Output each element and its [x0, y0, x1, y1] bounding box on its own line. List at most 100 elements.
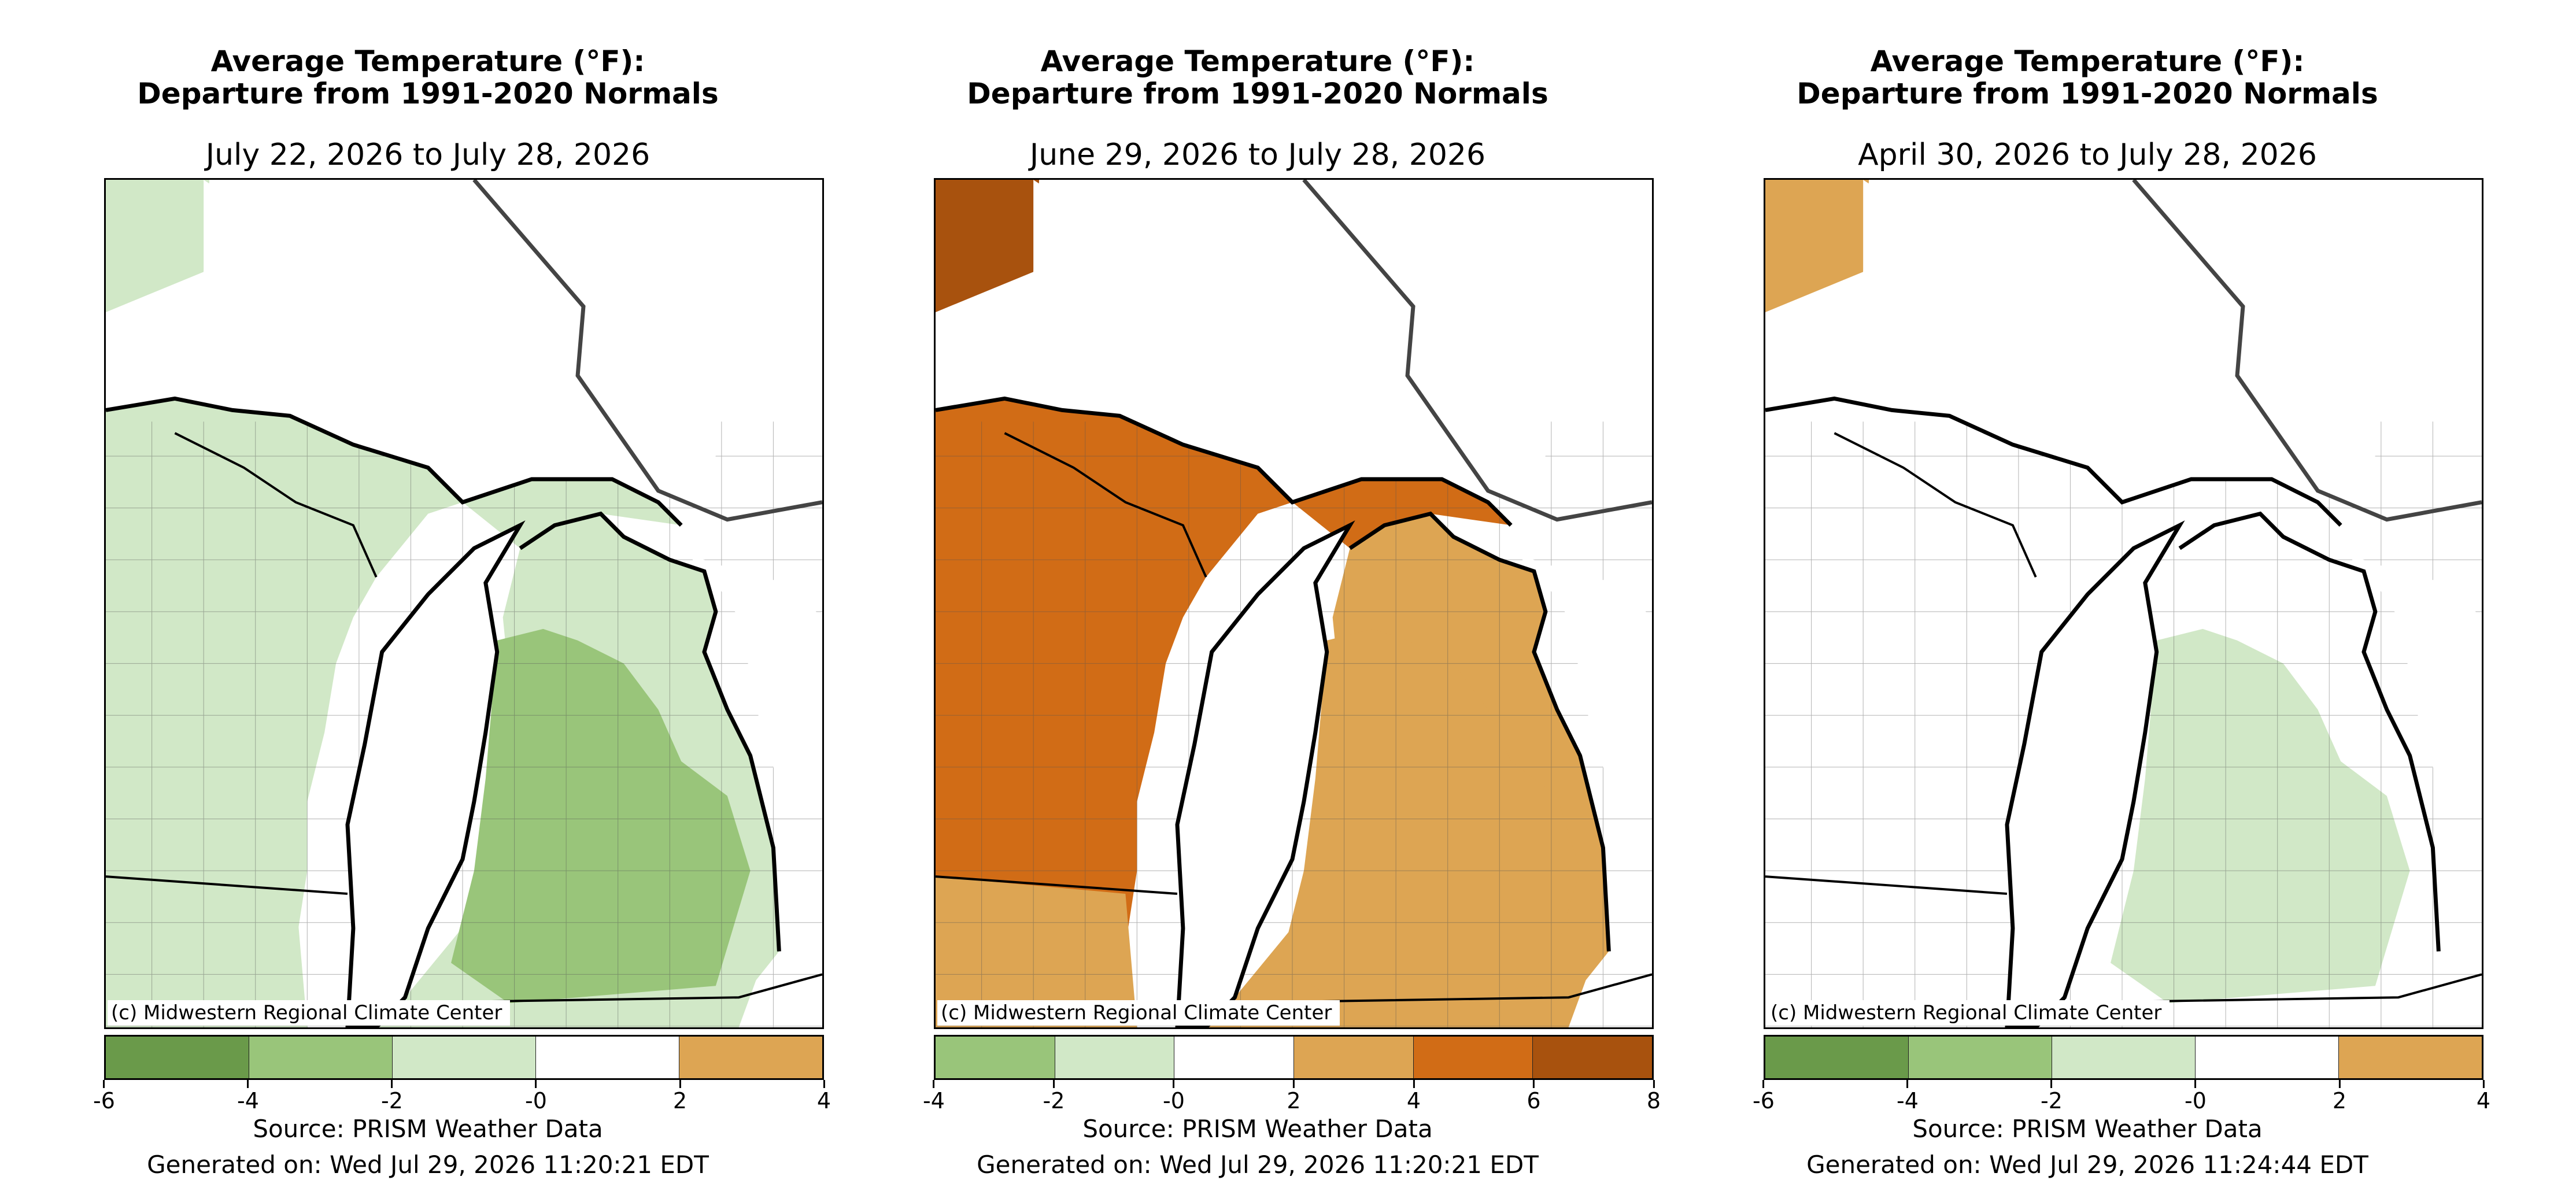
colorbar-segment: [249, 1037, 393, 1078]
map-panel-3: Average Temperature (°F): Departure from…: [1660, 0, 2515, 1195]
colorbar-tick: -2: [1043, 1080, 1065, 1113]
map-panel-2: Average Temperature (°F): Departure from…: [830, 0, 1686, 1195]
colorbar-tick: -6: [93, 1080, 115, 1113]
colorbar-segment: [936, 1037, 1055, 1078]
canada-border: [1302, 180, 1652, 522]
region-lower-michigan-core: [451, 628, 751, 1004]
map-canvas: [106, 180, 822, 1027]
colorbar-ticks: -6 -4 -2 -0 2 4: [93, 1080, 831, 1115]
date-range: July 22, 2026 to July 28, 2026: [205, 138, 651, 172]
panel-title-line1: Average Temperature (°F):: [210, 45, 645, 78]
colorbar-segment: [2052, 1037, 2196, 1078]
region-wisconsin-western-up: [106, 398, 463, 946]
lake-huron: [1517, 554, 1652, 802]
date-range: April 30, 2026 to July 28, 2026: [1858, 138, 2317, 172]
colorbar-tick-label: -0: [2185, 1088, 2207, 1113]
colorbar-tick: 4: [2477, 1080, 2490, 1113]
colorbar-ticks: -4 -2 -0 2 4 6 8: [923, 1080, 1661, 1115]
source-text: Source: PRISM Weather Data: [1082, 1115, 1433, 1143]
colorbar-ticks: -6 -4 -2 -0 2 4: [1753, 1080, 2490, 1115]
region-northwest: [936, 180, 1040, 313]
colorbar-tick-label: 2: [2332, 1088, 2347, 1113]
colorbar-segment: [536, 1037, 679, 1078]
lake-huron: [2346, 554, 2482, 802]
colorbar-tick: 4: [817, 1080, 831, 1113]
colorbar-tick: 4: [1407, 1080, 1421, 1113]
panel-title-line2: Departure from 1991-2020 Normals: [1797, 77, 2378, 110]
colorbar-tick: -6: [1753, 1080, 1775, 1113]
colorbar-tick-label: 8: [1646, 1088, 1661, 1113]
panel-title-line1: Average Temperature (°F):: [1040, 45, 1475, 78]
colorbar-tick: 2: [1287, 1080, 1301, 1113]
colorbar-tick: 6: [1527, 1080, 1541, 1113]
map-canvas: [936, 180, 1652, 1027]
colorbar-tick: 8: [1647, 1080, 1661, 1113]
colorbar-tick: 2: [673, 1080, 687, 1113]
map-credit: (c) Midwestern Regional Climate Center: [1767, 1000, 2170, 1026]
panel-title-line2: Departure from 1991-2020 Normals: [967, 77, 1548, 110]
colorbar: [934, 1035, 1654, 1080]
map-canvas: [1765, 180, 2482, 1027]
lake-michigan: [1175, 520, 1355, 1027]
shoreline: [106, 396, 781, 952]
state-border: [106, 875, 348, 895]
colorbar-tick-label: -4: [237, 1088, 259, 1113]
colorbar-segment: [1765, 1037, 1909, 1078]
shoreline: [1765, 396, 2441, 952]
colorbar-segment: [1533, 1037, 1653, 1078]
colorbar-tick: -2: [381, 1080, 403, 1113]
colorbar-segment: [2339, 1037, 2482, 1078]
colorbar-tick-label: 2: [672, 1088, 688, 1113]
colorbar-tick-label: 4: [816, 1088, 831, 1113]
canada-border: [2132, 180, 2482, 522]
generated-text: Generated on: Wed Jul 29, 2026 11:20:21 …: [977, 1150, 1539, 1179]
colorbar-tick-label: 6: [1527, 1088, 1541, 1113]
panel-title-line2: Departure from 1991-2020 Normals: [137, 77, 719, 110]
colorbar-tick: -2: [2041, 1080, 2063, 1113]
colorbar-segment: [1055, 1037, 1175, 1078]
colorbar-tick-label: -0: [1163, 1088, 1185, 1113]
state-border: [936, 875, 1178, 895]
colorbar-tick-label: 2: [1287, 1088, 1301, 1113]
map-credit: (c) Midwestern Regional Climate Center: [108, 1000, 511, 1026]
colorbar-segment: [1413, 1037, 1533, 1078]
generated-text: Generated on: Wed Jul 29, 2026 11:24:44 …: [1806, 1150, 2368, 1179]
state-border: [1834, 432, 2037, 578]
region-wisconsin-western-up: [936, 398, 1293, 946]
region-northwest: [106, 180, 210, 313]
colorbar-tick-label: -2: [381, 1088, 403, 1113]
region-lower-michigan-core: [1281, 628, 1580, 1004]
colorbar-tick-label: -2: [1043, 1088, 1065, 1113]
colorbar-tick: 2: [2333, 1080, 2346, 1113]
region-northwest: [1765, 180, 1869, 313]
colorbar-segment: [1174, 1037, 1295, 1078]
generated-text: Generated on: Wed Jul 29, 2026 11:20:21 …: [147, 1150, 709, 1179]
colorbar-segment: [2196, 1037, 2339, 1078]
date-range: June 29, 2026 to July 28, 2026: [1029, 138, 1486, 172]
region-illinois: [936, 876, 1137, 1027]
map-panel-1: Average Temperature (°F): Departure from…: [0, 0, 856, 1195]
source-text: Source: PRISM Weather Data: [253, 1115, 603, 1143]
colorbar-segment: [393, 1037, 536, 1078]
colorbar-tick: -4: [237, 1080, 259, 1113]
lake-superior: [106, 180, 716, 502]
lake-michigan: [345, 520, 526, 1027]
colorbar-tick-label: -4: [1897, 1088, 1919, 1113]
colorbar-tick-label: -4: [923, 1088, 945, 1113]
temperature-departure-map: (c) Midwestern Regional Climate Center: [104, 178, 824, 1029]
colorbar-tick-label: 4: [1406, 1088, 1421, 1113]
canada-border: [472, 180, 822, 522]
colorbar-tick-label: -6: [1753, 1088, 1775, 1113]
region-illinois: [106, 876, 308, 1027]
region-illinois: [1765, 876, 1967, 1027]
source-text: Source: PRISM Weather Data: [1912, 1115, 2263, 1143]
panel-title-line1: Average Temperature (°F):: [1870, 45, 2305, 78]
region-lower-michigan-core: [2111, 628, 2410, 1004]
colorbar-segment: [106, 1037, 249, 1078]
shoreline: [936, 396, 1611, 952]
colorbar-tick: -0: [525, 1080, 547, 1113]
lake-superior: [936, 180, 1546, 502]
lake-michigan: [2005, 520, 2185, 1027]
colorbar: [104, 1035, 824, 1080]
colorbar-segment: [1909, 1037, 2052, 1078]
